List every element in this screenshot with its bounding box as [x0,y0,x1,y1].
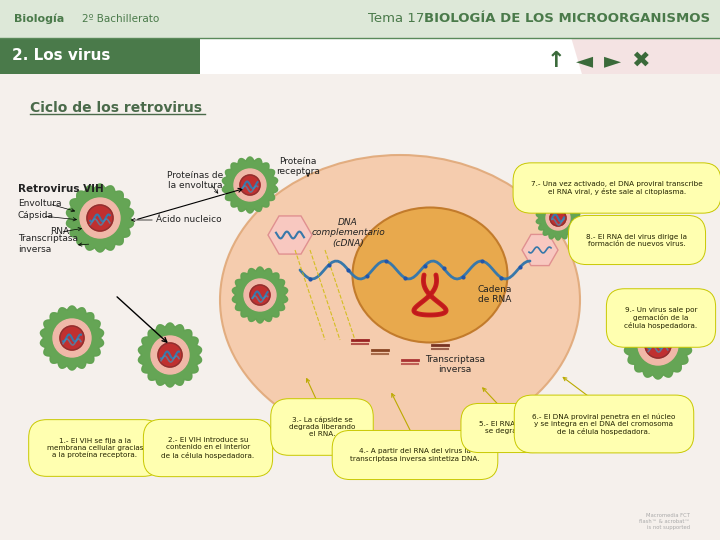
Ellipse shape [353,207,508,342]
Text: Cápsida: Cápsida [18,212,54,220]
Polygon shape [222,157,278,213]
Polygon shape [233,267,287,323]
Text: Proteína
receptora: Proteína receptora [276,157,320,177]
Circle shape [60,326,84,350]
Circle shape [158,343,182,367]
Text: Biología: Biología [14,14,64,24]
Text: ↑: ↑ [546,51,565,71]
Text: Retrovirus VIH: Retrovirus VIH [18,184,104,194]
Polygon shape [138,323,202,387]
Text: BIOLOGÍA DE LOS MICROORGANISMOS: BIOLOGÍA DE LOS MICROORGANISMOS [424,12,710,25]
Text: DNA
complementario
(cDNA): DNA complementario (cDNA) [311,218,385,248]
Polygon shape [40,306,104,370]
Text: 6.- El DNA proviral penetra en el núcleo
y se integra en el DNA del cromosoma
de: 6.- El DNA proviral penetra en el núcleo… [532,413,675,435]
Circle shape [87,205,113,231]
Circle shape [240,175,260,195]
Text: Cadena
de RNA: Cadena de RNA [478,285,512,304]
Text: ◄: ◄ [575,51,593,71]
Polygon shape [560,0,720,540]
Polygon shape [40,306,104,370]
Circle shape [550,210,566,226]
Text: Ácido nucleico: Ácido nucleico [156,214,222,224]
Circle shape [645,332,671,358]
Polygon shape [624,311,691,379]
Text: Macromedia FCT
flash™ & acrobat™
is not supported: Macromedia FCT flash™ & acrobat™ is not … [639,514,690,530]
Ellipse shape [220,155,580,445]
Text: RNA: RNA [50,227,69,237]
Polygon shape [233,267,287,323]
Text: 2º Bachillerato: 2º Bachillerato [82,14,159,24]
Circle shape [250,285,270,305]
Text: 1.- El VIH se fija a la
membrana cellular gracias
a la proteína receptora.: 1.- El VIH se fija a la membrana cellula… [47,438,143,458]
Text: Proteínas de
la envoltura: Proteínas de la envoltura [167,171,223,191]
Text: 9.- Un virus sale por
gemación de la
célula hospedadora.: 9.- Un virus sale por gemación de la cél… [624,307,698,329]
Polygon shape [536,196,580,240]
Text: ✖: ✖ [631,51,649,71]
Circle shape [546,206,570,230]
Polygon shape [536,196,580,240]
Text: 7.- Una vez activado, el DNA proviral transcribe
el RNA viral, y éste sale al ci: 7.- Una vez activado, el DNA proviral tr… [531,181,703,195]
Text: 5.- El RNA viral
se degrada.: 5.- El RNA viral se degrada. [479,422,533,435]
Text: ►: ► [603,51,621,71]
Text: Envoltura: Envoltura [18,199,61,208]
Text: Transcriptasa
inversa: Transcriptasa inversa [425,355,485,374]
Text: 3.- La cápside se
degrada liberando
el RNA.: 3.- La cápside se degrada liberando el R… [289,417,355,437]
Bar [0,74,720,540]
Text: 2. Los virus: 2. Los virus [12,49,110,64]
Polygon shape [66,184,133,252]
Text: Transcriptasa
inversa: Transcriptasa inversa [18,234,78,254]
Polygon shape [522,234,558,266]
Text: Tema 17.: Tema 17. [368,12,433,25]
Circle shape [244,279,276,311]
Text: Ciclo de los retrovirus: Ciclo de los retrovirus [30,101,202,115]
Circle shape [80,198,120,238]
Circle shape [53,319,91,357]
Text: 2.- El VIH introduce su
contenido en el interior
de la célula hospedadora.: 2.- El VIH introduce su contenido en el … [161,437,255,458]
Polygon shape [624,311,691,379]
Text: 4.- A partir del RNA del virus la
transcriptasa inversa sintetiza DNA.: 4.- A partir del RNA del virus la transc… [350,449,480,462]
Polygon shape [138,323,202,387]
Circle shape [234,169,266,201]
Bar [0,0,720,38]
Circle shape [151,336,189,374]
Circle shape [638,325,678,365]
Polygon shape [66,184,133,252]
Text: 8.- El RNA del virus dirige la
formación de nuevos virus.: 8.- El RNA del virus dirige la formación… [587,233,688,246]
Polygon shape [222,157,278,213]
Polygon shape [268,216,312,254]
Bar [0,38,200,74]
